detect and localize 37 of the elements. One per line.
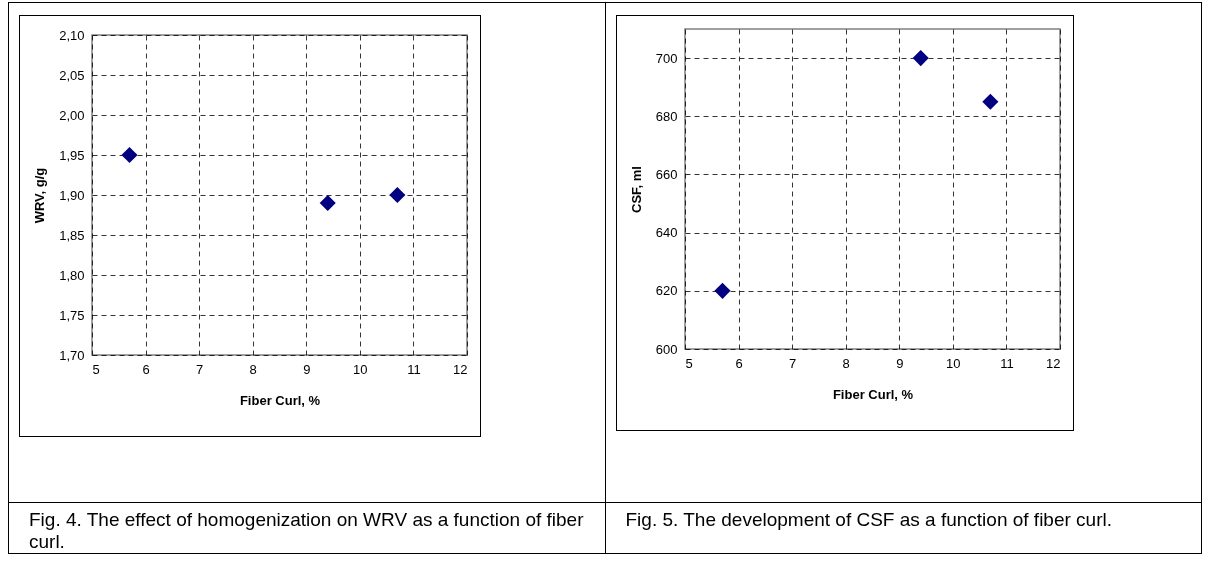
y-tick-label: 700 xyxy=(655,50,677,66)
x-tick-label: 11 xyxy=(999,355,1014,371)
y-tick-label: 640 xyxy=(655,225,677,241)
x-tick-label: 8 xyxy=(842,355,850,371)
x-tick-label: 9 xyxy=(303,361,311,377)
y-tick-label: 1,75 xyxy=(59,307,85,323)
x-tick-label: 5 xyxy=(92,361,100,377)
y-tick-label: 2,10 xyxy=(59,27,85,43)
caption: Fig. 5. The development of CSF as a function of fiber curl. xyxy=(625,509,1113,531)
y-tick-label: 680 xyxy=(655,108,677,124)
x-tick-label: 6 xyxy=(734,355,743,371)
x-tick-label: 5 xyxy=(685,355,693,371)
y-tick-label: 2,05 xyxy=(59,67,85,83)
x-axis-title: Fiber Curl, % xyxy=(832,386,914,402)
x-tick-label: 8 xyxy=(249,361,257,377)
y-tick-label: 1,70 xyxy=(59,347,85,363)
x-tick-label: 9 xyxy=(895,355,903,371)
x-tick-label: 10 xyxy=(945,355,961,371)
x-tick-label: 10 xyxy=(353,361,368,377)
y-tick-label: 2,00 xyxy=(59,107,85,123)
y-tick-label: 600 xyxy=(655,341,677,357)
y-tick-label: 1,90 xyxy=(59,187,85,203)
y-tick-label: 660 xyxy=(655,166,677,182)
x-tick-label: 6 xyxy=(142,361,150,377)
y-tick-label: 620 xyxy=(655,283,677,299)
y-axis-title: WRV, g/g xyxy=(32,167,48,224)
x-tick-label: 7 xyxy=(788,355,796,371)
x-tick-label: 12 xyxy=(1045,355,1060,371)
x-tick-label: 12 xyxy=(453,361,468,377)
x-axis-title: Fiber Curl, % xyxy=(239,392,321,408)
caption: Fig. 4. The effect of homogenization on WRV as a function of fiber curl. xyxy=(29,509,585,553)
y-axis-title: CSF, ml xyxy=(628,166,644,213)
x-tick-label: 7 xyxy=(196,361,204,377)
y-tick-label: 1,95 xyxy=(59,147,85,163)
y-tick-label: 1,85 xyxy=(59,227,85,243)
x-tick-label: 11 xyxy=(407,361,421,377)
y-tick-label: 1,80 xyxy=(59,267,85,283)
